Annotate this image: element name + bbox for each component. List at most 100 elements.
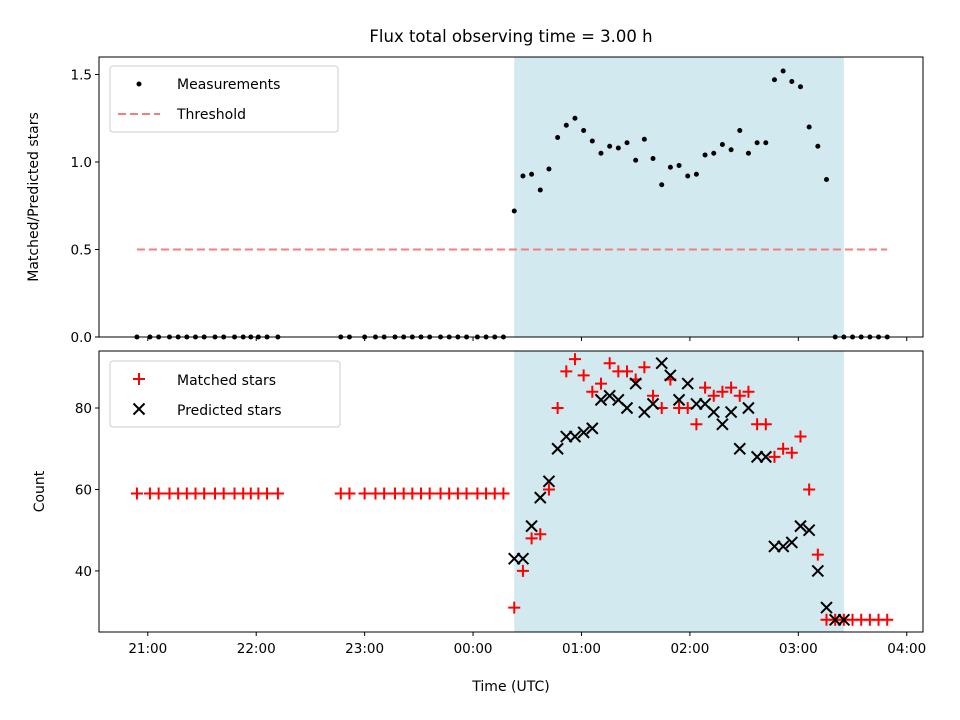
measurement-point — [824, 177, 830, 182]
predicted-star-point — [811, 564, 825, 578]
measurement-point — [719, 142, 725, 147]
measurement-point — [745, 150, 751, 156]
matched-star-point — [594, 377, 607, 390]
predicted-star-point — [724, 405, 738, 419]
matched-star-point — [742, 385, 755, 398]
bottom-y-ticks: 40 60 80 — [75, 401, 99, 580]
top-y-tick-label: 0.0 — [71, 330, 92, 346]
measurement-point — [789, 79, 795, 84]
matched-star-point — [586, 385, 599, 398]
predicted-star-point — [707, 405, 720, 419]
predicted-star-point — [629, 377, 642, 390]
x-tick-label: 03:00 — [779, 641, 818, 657]
matched-star-point — [217, 487, 230, 500]
predicted-star-point — [759, 450, 772, 464]
predicted-star-point — [837, 613, 851, 626]
measurement-point — [815, 143, 821, 149]
matched-star-point — [881, 613, 894, 626]
bottom-observing-window-shade — [514, 351, 844, 632]
measurement-point — [546, 166, 552, 172]
predicted-star-point — [594, 393, 608, 407]
predicted-star-point — [620, 401, 634, 415]
legend-predicted-label: Predicted stars — [177, 403, 282, 419]
measurement-point — [702, 152, 708, 158]
matched-star-point — [261, 487, 274, 500]
bottom-legend-box — [109, 360, 341, 428]
predicted-star-point — [672, 393, 686, 407]
measurement-point — [806, 124, 812, 130]
bottom-panel: 40 60 80 21:00 22:00 23:00 00:00 01:00 02:00 03:… — [32, 350, 926, 695]
matched-star-point — [497, 487, 510, 500]
measurement-point — [572, 115, 578, 121]
measurement-point — [676, 163, 682, 168]
matched-star-point — [568, 353, 581, 366]
top-x-ticks — [147, 337, 908, 341]
x-tick-label: 00:00 — [454, 641, 493, 657]
matched-star-point — [621, 365, 634, 378]
measurement-point — [711, 150, 717, 156]
matched-star-point — [551, 402, 564, 415]
top-axes-frame — [98, 56, 924, 338]
measurement-point — [667, 164, 673, 170]
predicted-star-point — [794, 519, 807, 533]
matched-star-point — [198, 487, 211, 500]
matched-star-point — [794, 430, 807, 443]
top-panel: 0.0 0.5 1.0 1.5 Flux total observing time =… — [26, 27, 924, 346]
matched-star-point — [768, 450, 781, 463]
bottom-legend: Matched stars Predicted stars — [109, 360, 341, 428]
matched-star-point — [534, 528, 547, 541]
matched-star-point — [152, 487, 165, 500]
measurement-point — [581, 128, 587, 133]
matched-star-point — [516, 564, 529, 577]
measurement-point — [537, 187, 543, 193]
measurement-point — [529, 171, 535, 177]
top-y-axis-label: Matched/Predicted stars — [26, 112, 42, 282]
x-tick-label: 21:00 — [128, 641, 167, 657]
predicted-star-point — [551, 442, 564, 455]
measurement-point — [555, 135, 561, 140]
matched-star-point — [803, 483, 816, 496]
predicted-star-point — [785, 536, 799, 549]
matched-star-point — [725, 381, 738, 394]
matched-star-point — [690, 418, 703, 431]
x-tick-label: 04:00 — [887, 641, 926, 657]
measurement-points — [134, 68, 890, 340]
legend-matched-label: Matched stars — [177, 373, 276, 389]
matched-star-point — [130, 487, 143, 500]
top-observing-window-shade — [514, 57, 844, 337]
predicted-star-point — [681, 377, 694, 390]
predicted-stars-points — [508, 357, 851, 626]
bottom-y-axis-label: Count — [32, 470, 48, 512]
predicted-star-point — [577, 426, 590, 439]
measurement-point — [615, 145, 621, 151]
measurement-point — [624, 140, 630, 146]
matched-star-point — [638, 361, 651, 374]
measurement-point — [659, 182, 665, 188]
measurement-point — [771, 77, 777, 83]
measurement-point — [693, 171, 699, 177]
bottom-axes-frame — [98, 350, 924, 633]
matched-star-point — [811, 548, 824, 561]
predicted-star-point — [603, 389, 616, 403]
measurement-point — [737, 128, 743, 133]
predicted-star-point — [664, 369, 677, 382]
predicted-star-point — [542, 475, 556, 488]
measurement-point — [633, 157, 639, 163]
bottom-y-tick-label: 60 — [75, 482, 92, 498]
matched-star-point — [759, 418, 772, 431]
predicted-star-point — [586, 422, 599, 435]
matched-star-point — [699, 381, 712, 394]
measurement-point — [763, 140, 769, 146]
predicted-star-point — [525, 519, 538, 533]
top-y-tick-label: 1.0 — [71, 155, 92, 171]
matched-star-point — [733, 389, 746, 402]
matched-star-point — [358, 487, 371, 500]
matched-star-point — [378, 487, 391, 500]
x-tick-label: 02:00 — [670, 641, 709, 657]
legend-predicted-marker — [132, 402, 146, 416]
measurement-point — [563, 122, 569, 128]
predicted-star-point — [820, 601, 833, 614]
predicted-star-point — [568, 430, 582, 443]
matched-star-point — [343, 487, 356, 500]
